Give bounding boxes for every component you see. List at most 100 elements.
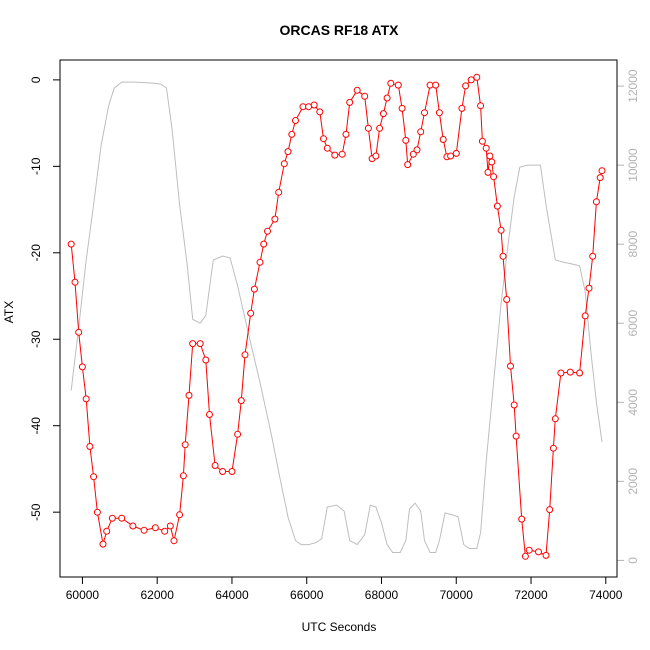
y2-tick-label: 8000 [626,231,640,258]
y-tick-label: -30 [29,330,43,348]
atx-data-point [108,514,116,522]
atx-data-point [525,546,533,554]
x-tick-label: 62000 [141,588,175,602]
atx-data-point [510,401,518,409]
atx-data-point [316,108,324,116]
atx-data-point [86,443,94,450]
atx-data-point [99,540,107,548]
y2-tick-label: 12000 [626,69,640,103]
atx-data-point [247,309,255,317]
y2-tick-label: 6000 [626,310,640,337]
atx-data-point [364,124,372,132]
atx-data-point [394,81,402,89]
atx-data-point [379,110,387,118]
atx-data-point [90,473,98,481]
atx-data-point [331,151,339,159]
atx-data-point [507,362,514,370]
atx-data-point [462,82,470,90]
atx-data-point [566,368,574,376]
atx-data-point [439,136,447,143]
atx-data-point [585,284,593,292]
atx-data-point [435,109,443,117]
atx-data-point [234,430,242,438]
atx-data-point [305,103,313,111]
atx-data-point [409,150,417,158]
atx-data-point [93,508,101,516]
atx-data-point [219,468,227,475]
atx-data-point [323,144,331,152]
y-tick-label: -50 [29,503,43,521]
atx-data-point [551,415,559,423]
atx-data-point [486,152,494,160]
atx-series-line [70,76,603,558]
atx-data-point [292,117,299,124]
atx-data-point [387,79,395,87]
atx-data-point [280,160,288,168]
x-tick-label: 74000 [589,588,623,602]
atx-data-point [241,351,249,359]
atx-data-point [170,537,178,545]
atx-data-point [467,76,475,84]
plot-frame [59,59,618,578]
atx-data-point [310,101,318,109]
x-tick-label: 68000 [365,588,399,602]
atx-data-point [477,102,485,110]
y2-tick-label: 0 [626,557,640,564]
atx-data-point [549,444,557,452]
atx-data-point [596,174,604,182]
atx-data-point [67,240,75,248]
atx-data-point [398,104,406,112]
atx-data-point [353,86,361,94]
x-tick-label: 70000 [440,588,474,602]
atx-data-point [458,104,466,112]
atx-data-point [432,81,440,89]
y-axis-label: ATX [2,301,16,323]
atx-data-point [211,462,219,469]
atx-data-point [490,173,498,181]
atx-data-point [320,135,327,143]
x-tick-label: 60000 [66,588,100,602]
atx-data-point [166,522,174,530]
atx-data-point [237,397,245,405]
atx-data-point [557,369,565,377]
atx-data-point [140,526,148,534]
chart-title: ORCAS RF18 ATX [279,22,399,38]
atx-data-point [546,506,554,514]
atx-data-point [271,215,279,223]
atx-data-point [179,472,187,480]
atx-data-point [372,152,380,160]
atx-data-point [288,130,296,138]
atx-data-point [482,144,490,152]
y-tick-label: 0 [29,76,43,83]
atx-data-point [518,515,526,523]
atx-data-point [383,94,391,102]
secondary-series-line [70,81,603,553]
atx-data-point [78,363,86,371]
atx-data-point [346,98,354,106]
atx-data-point [421,109,428,117]
y-tick-label: -20 [29,244,43,262]
atx-data-point [228,468,236,475]
x-tick-label: 64000 [215,588,249,602]
atx-data-point [260,240,268,248]
atx-data-point [592,198,600,206]
atx-data-point [576,369,584,377]
atx-data-point [82,395,90,403]
y-tick-label: -40 [29,417,43,435]
atx-data-point [189,340,197,348]
atx-data-point [452,149,460,157]
atx-data-point [497,226,505,234]
atx-data-point [275,188,283,196]
atx-data-point [404,161,412,169]
atx-data-point [581,312,589,320]
atx-data-point [338,150,346,158]
atx-data-point [413,146,421,154]
x-tick-label: 66000 [290,588,324,602]
atx-data-point [103,527,111,535]
atx-data-point [161,527,169,535]
y2-tick-label: 10000 [626,148,640,182]
atx-data-point [417,128,425,136]
atx-data-point [264,227,271,235]
atx-data-point [376,124,384,132]
